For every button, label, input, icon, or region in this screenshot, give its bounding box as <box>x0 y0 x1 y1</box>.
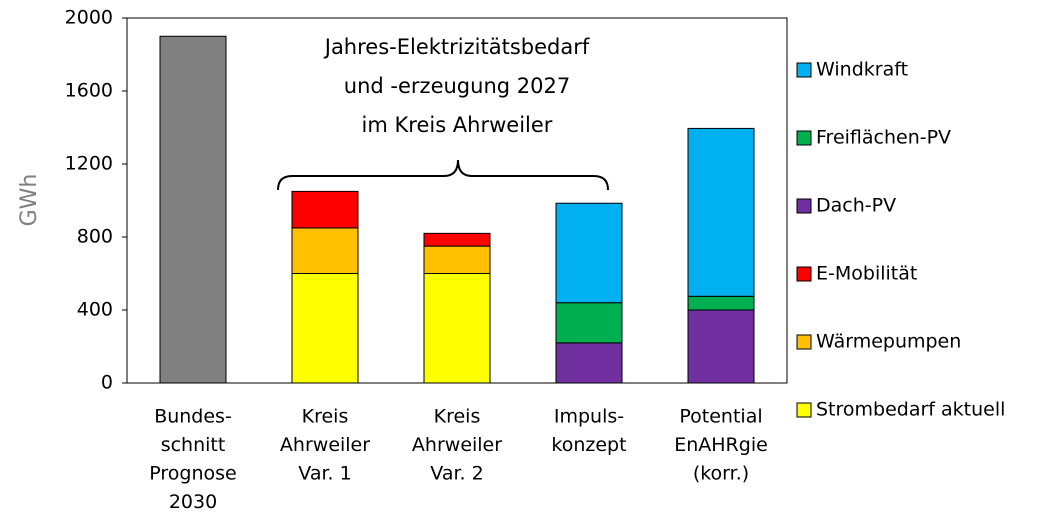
bar-segment <box>555 202 623 304</box>
legend-label: Wärmepumpen <box>816 331 961 353</box>
x-tick-label: Kreis <box>302 406 349 428</box>
x-tick-label: Kreis <box>434 406 481 428</box>
legend-swatch <box>796 402 812 418</box>
brace <box>277 159 609 191</box>
x-tick-label: (korr.) <box>693 463 749 485</box>
x-tick-label: Potential <box>679 406 762 428</box>
x-tick-label: EnAHRgie <box>674 434 768 456</box>
annotation-background <box>292 28 622 146</box>
legend-label: Dach-PV <box>816 195 896 217</box>
bar-segment <box>555 342 623 384</box>
bar-segment <box>423 245 491 274</box>
y-axis-label: GWh <box>17 174 42 227</box>
y-tick-label: 0 <box>101 372 113 394</box>
legend-swatch <box>796 62 812 78</box>
bar-segment <box>687 127 755 297</box>
x-tick-label: Var. 2 <box>430 463 483 485</box>
bar-segment <box>555 302 623 344</box>
legend-label: Windkraft <box>816 59 908 81</box>
bar-segment <box>159 35 227 384</box>
y-tick-label: 2000 <box>65 7 113 29</box>
bar-segment <box>291 190 359 229</box>
bar-segment <box>423 273 491 384</box>
x-tick-label: Bundes- <box>154 406 232 428</box>
x-tick-label: Var. 1 <box>298 463 351 485</box>
bar-segment <box>687 295 755 311</box>
annotation: und -erzeugung 2027 <box>344 74 570 98</box>
x-tick-label: Ahrweiler <box>280 434 370 456</box>
x-tick-label: Prognose <box>149 463 236 485</box>
legend-swatch <box>796 266 812 282</box>
y-tick-label: 400 <box>77 299 113 321</box>
x-tick-label: Impuls- <box>554 406 624 428</box>
x-tick-label: schnitt <box>161 434 226 456</box>
legend-label: Freiflächen-PV <box>816 127 951 149</box>
bar-segment <box>423 232 491 247</box>
legend-swatch <box>796 198 812 214</box>
legend-label: E-Mobilität <box>816 263 917 285</box>
x-tick-label: 2030 <box>169 491 217 513</box>
annotation: im Kreis Ahrweiler <box>362 113 553 137</box>
y-tick-label: 1600 <box>65 80 113 102</box>
annotation: Jahres-Elektrizitätsbedarf <box>323 35 590 59</box>
bar-segment <box>291 273 359 384</box>
x-tick-label: konzept <box>551 434 626 456</box>
y-tick-label: 1200 <box>65 153 113 175</box>
legend-label: Strombedarf aktuell <box>816 399 1005 421</box>
bar-segment <box>687 309 755 384</box>
legend-swatch <box>796 334 812 350</box>
x-tick-label: Ahrweiler <box>412 434 502 456</box>
legend-swatch <box>796 130 812 146</box>
y-tick-label: 800 <box>77 226 113 248</box>
bar-segment <box>291 227 359 274</box>
